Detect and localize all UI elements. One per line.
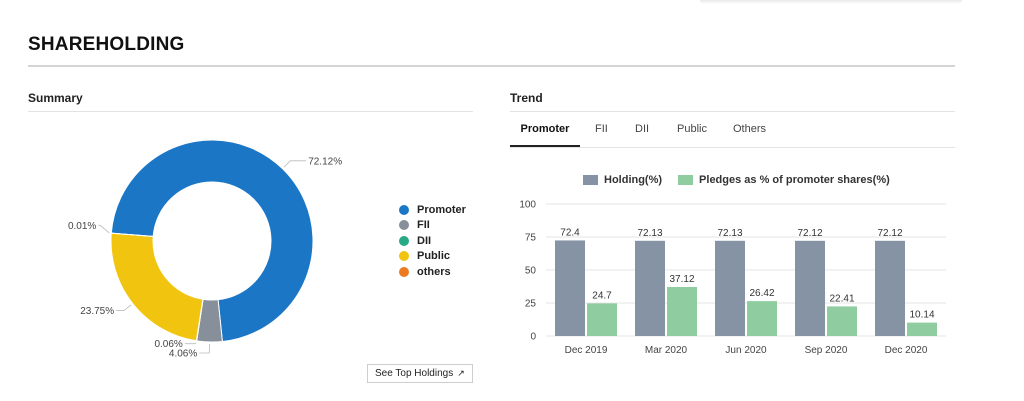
bar-legend-swatch-1 [678, 175, 694, 185]
trend-chart-legend: Holding(%) Pledges as % of promoter share… [583, 174, 906, 186]
legend-dot-others [399, 266, 409, 277]
donut-leader-public [116, 304, 132, 311]
trend-divider [510, 111, 955, 112]
x-tick-dec-2020: Dec 2020 [885, 345, 928, 356]
bar-value-1-mar-2020: 37.12 [669, 274, 694, 285]
legend-label-fii: FII [417, 219, 430, 232]
shareholding-donut-chart: 72.12% 4.06%0.06% 23.75% 0.01% [68, 139, 342, 358]
see-top-holdings-button[interactable]: See Top Holdings ↗ [367, 364, 473, 383]
y-tick-25: 25 [525, 299, 537, 310]
x-tick-jun-2020: Jun 2020 [725, 345, 767, 356]
bar-pledges-as-of-promoter-shares-dec-2019[interactable] [587, 303, 617, 336]
bar-value-0-sep-2020: 72.12 [797, 228, 822, 239]
bar-holding-dec-2019[interactable] [555, 240, 585, 336]
donut-leader-promoter [283, 160, 307, 168]
bar-pledges-as-of-promoter-shares-jun-2020[interactable] [747, 301, 777, 336]
summary-divider [28, 111, 473, 112]
bar-value-0-jun-2020: 72.13 [717, 228, 742, 239]
bar-holding-mar-2020[interactable] [635, 240, 665, 336]
donut-leader-fii [199, 343, 210, 354]
trend-tabs: Promoter FII DII Public Others [510, 113, 955, 148]
donut-label-promoter: 72.12% [308, 156, 342, 167]
legend-dot-fii [399, 220, 409, 231]
legend-item-promoter[interactable]: Promoter [399, 202, 466, 218]
summary-heading: Summary [28, 91, 83, 105]
legend-dot-dii [399, 235, 409, 246]
donut-slice-public[interactable] [110, 232, 204, 342]
x-tick-dec-2019: Dec 2019 [565, 345, 608, 356]
bar-pledges-as-of-promoter-shares-sep-2020[interactable] [827, 306, 857, 336]
page-title: SHAREHOLDING [28, 34, 185, 55]
legend-item-public[interactable]: Public [399, 249, 466, 265]
bar-holding-dec-2020[interactable] [875, 240, 905, 336]
title-divider [28, 65, 955, 67]
bar-pledges-as-of-promoter-shares-mar-2020[interactable] [667, 287, 697, 336]
legend-item-dii[interactable]: DII [399, 233, 466, 249]
donut-leader-dii [184, 342, 197, 345]
x-tick-mar-2020: Mar 2020 [645, 345, 688, 356]
y-tick-75: 75 [525, 233, 537, 244]
bar-value-1-sep-2020: 22.41 [829, 293, 854, 304]
tab-public[interactable]: Public [677, 123, 707, 135]
bar-value-0-dec-2019: 72.4 [560, 227, 580, 238]
legend-dot-promoter [399, 204, 409, 215]
legend-label-dii: DII [417, 234, 432, 247]
bar-value-0-dec-2020: 72.12 [877, 228, 902, 239]
tab-dii[interactable]: DII [635, 123, 650, 135]
bar-value-1-jun-2020: 26.42 [749, 288, 774, 299]
bar-legend-item-0: Holding(%) [583, 174, 662, 186]
bar-legend-label-1: Pledges as % of promoter shares(%) [699, 174, 890, 186]
donut-slice-others[interactable] [110, 232, 154, 237]
donut-label-others: 0.01% [68, 221, 96, 232]
y-tick-100: 100 [519, 200, 536, 211]
donut-label-fii: 4.06% [169, 348, 197, 358]
bar-pledges-as-of-promoter-shares-dec-2020[interactable] [907, 322, 937, 336]
tab-others[interactable]: Others [733, 123, 767, 135]
legend-item-others[interactable]: others [399, 264, 466, 280]
legend-dot-public [399, 251, 409, 262]
donut-label-public: 23.75% [80, 306, 114, 317]
y-tick-50: 50 [525, 266, 537, 277]
y-tick-0: 0 [530, 332, 536, 343]
bar-legend-swatch-0 [583, 175, 598, 185]
see-top-holdings-label: See Top Holdings [375, 368, 454, 379]
trend-heading: Trend [510, 91, 543, 105]
bar-legend-item-1: Pledges as % of promoter shares(%) [678, 174, 890, 186]
donut-label-dii: 0.06% [154, 339, 182, 350]
holding-trend-bar-chart: 0 25 50 75 100 72.4 24.7 Dec 2019 72.13 37.12 Mar … [519, 200, 946, 356]
legend-item-fii[interactable]: FII [399, 218, 466, 234]
donut-legend: Promoter FII DII Public others [399, 202, 466, 280]
legend-label-promoter: Promoter [417, 203, 466, 216]
x-tick-sep-2020: Sep 2020 [805, 345, 848, 356]
bar-holding-sep-2020[interactable] [795, 240, 825, 336]
bar-holding-jun-2020[interactable] [715, 240, 745, 336]
legend-label-others: others [417, 265, 451, 278]
tab-fii[interactable]: FII [595, 123, 608, 135]
legend-label-public: Public [417, 250, 451, 263]
top-dropdown-shadow [700, 0, 962, 4]
bar-legend-label-0: Holding(%) [604, 174, 663, 186]
bar-value-1-dec-2019: 24.7 [592, 290, 612, 301]
bar-value-0-mar-2020: 72.13 [637, 228, 662, 239]
donut-leader-others [98, 224, 110, 234]
bar-value-1-dec-2020: 10.14 [909, 310, 934, 321]
donut-slice-promoter[interactable] [110, 139, 314, 343]
external-link-icon: ↗ [457, 368, 465, 378]
tab-promoter[interactable]: Promoter [510, 113, 580, 147]
